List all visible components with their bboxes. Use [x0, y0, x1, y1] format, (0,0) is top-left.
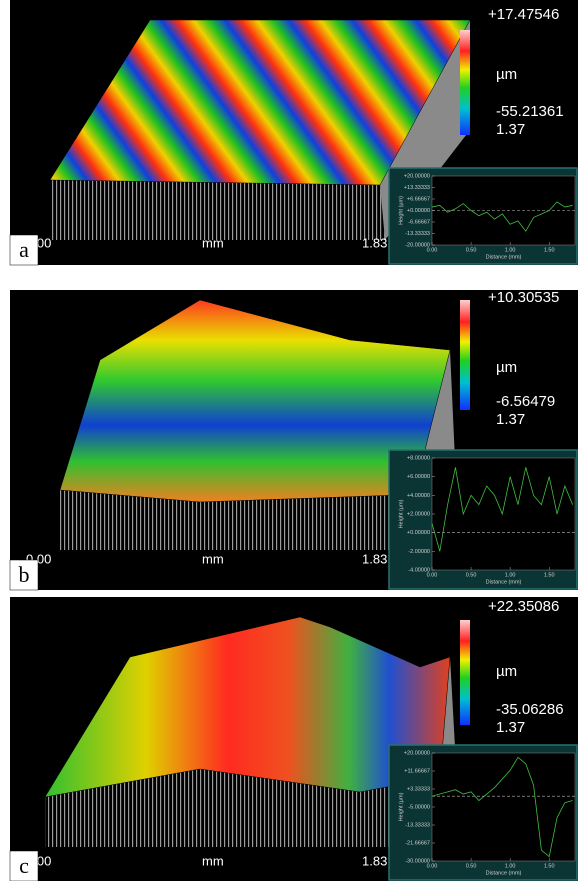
inset-y-tick-label: -5.00000	[408, 804, 430, 810]
inset-x-tick-label: 0.50	[466, 247, 477, 253]
scale-unit: µm	[496, 663, 517, 680]
scale-min: -55.21361	[496, 103, 564, 120]
profile-inset: +8.00000 +6.00000 +4.00000 +2.00000 +0.00000…	[389, 450, 577, 589]
figure: +17.47546µm-55.213611.370.00mm1.83+20.00…	[0, 0, 578, 881]
inset-y-tick-label: +11.66667	[404, 768, 430, 774]
scale-aux: 1.37	[496, 719, 525, 736]
inset-y-tick-label: +0.00000	[407, 208, 430, 214]
page: +17.47546µm-55.213611.370.00mm1.83+20.00…	[0, 0, 578, 881]
inset-y-tick-label: -13.33333	[405, 822, 430, 828]
inset-y-tick-label: -6.66667	[408, 219, 430, 225]
scale-min: -35.06286	[496, 701, 564, 718]
inset-x-label: Distance (mm)	[486, 254, 522, 260]
inset-y-label: Height (µm)	[398, 196, 404, 225]
inset-x-tick-label: 0.50	[466, 863, 477, 869]
scale-unit: µm	[496, 66, 517, 83]
axis-unit: mm	[202, 235, 224, 250]
color-bar	[460, 620, 470, 725]
axis-unit: mm	[202, 853, 224, 868]
inset-x-tick-label: 1.50	[544, 863, 555, 869]
inset-y-tick-label: -13.33333	[405, 231, 430, 237]
axis-unit: mm	[202, 551, 224, 566]
inset-y-tick-label: +4.00000	[407, 493, 430, 499]
inset-x-tick-label: 1.00	[505, 572, 516, 578]
inset-plot	[432, 753, 575, 861]
panel-label: c	[19, 853, 29, 878]
inset-y-tick-label: +6.00000	[407, 474, 430, 480]
inset-y-label: Height (µm)	[398, 499, 404, 528]
surface-base	[50, 180, 385, 240]
inset-x-tick-label: 1.00	[505, 863, 516, 869]
inset-y-tick-label: +13.33333	[404, 185, 430, 191]
inset-x-tick-label: 1.50	[544, 247, 555, 253]
inset-x-label: Distance (mm)	[486, 579, 522, 585]
axis-end: 1.83	[362, 551, 387, 566]
panel-label: a	[19, 237, 29, 262]
inset-x-label: Distance (mm)	[486, 870, 522, 876]
scale-aux: 1.37	[496, 121, 525, 138]
inset-y-tick-label: -21.66667	[405, 840, 430, 846]
scale-unit: µm	[496, 359, 517, 376]
color-bar	[460, 30, 470, 135]
inset-plot	[432, 458, 575, 570]
inset-y-tick-label: +6.66667	[407, 196, 430, 202]
inset-y-tick-label: +20.00000	[404, 750, 430, 756]
inset-y-tick-label: +0.00000	[407, 530, 430, 536]
scale-max: +10.30535	[488, 289, 559, 306]
inset-y-tick-label: +2.00000	[407, 511, 430, 517]
inset-y-tick-label: -2.00000	[408, 549, 430, 555]
scale-aux: 1.37	[496, 411, 525, 428]
scale-max: +22.35086	[488, 598, 559, 615]
inset-x-tick-label: 0.50	[466, 572, 477, 578]
inset-y-tick-label: +20.00000	[404, 173, 430, 179]
scale-min: -6.56479	[496, 393, 555, 410]
profile-inset: +20.00000 +11.66667 +3.33333 -5.00000 -13.33…	[389, 745, 577, 880]
inset-x-tick-label: 1.00	[505, 247, 516, 253]
scale-max: +17.47546	[488, 6, 559, 23]
axis-end: 1.83	[362, 853, 387, 868]
inset-y-tick-label: +3.33333	[407, 786, 430, 792]
inset-x-tick-label: 0.00	[427, 863, 438, 869]
color-bar	[460, 300, 470, 410]
profile-inset: +20.00000 +13.33333 +6.66667 +0.00000 -6.666…	[389, 168, 577, 264]
inset-y-label: Height (µm)	[398, 792, 404, 821]
inset-x-tick-label: 0.00	[427, 572, 438, 578]
inset-x-tick-label: 1.50	[544, 572, 555, 578]
inset-x-tick-label: 0.00	[427, 247, 438, 253]
panel-label: b	[19, 562, 30, 587]
axis-end: 1.83	[362, 235, 387, 250]
inset-y-tick-label: +8.00000	[407, 455, 430, 461]
